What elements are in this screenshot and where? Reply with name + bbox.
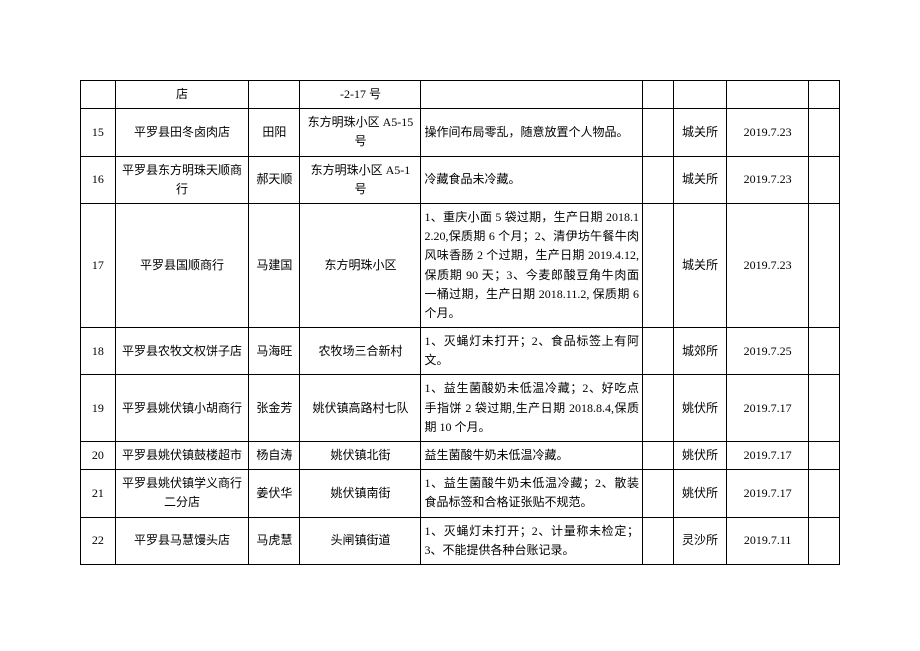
cell-date: 2019.7.11 bbox=[727, 517, 809, 564]
cell-dept: 姚伏所 bbox=[673, 375, 726, 442]
cell-date: 2019.7.17 bbox=[727, 442, 809, 470]
cell-person: 马海旺 bbox=[249, 328, 300, 375]
cell-blank bbox=[643, 203, 674, 327]
cell-person: 张金芳 bbox=[249, 375, 300, 442]
cell-person: 马建国 bbox=[249, 203, 300, 327]
cell-dept: 姚伏所 bbox=[673, 470, 726, 517]
cell-person bbox=[249, 81, 300, 109]
cell-addr: 姚伏镇高路村七队 bbox=[300, 375, 421, 442]
cell-index bbox=[81, 81, 116, 109]
cell-addr: 东方明珠小区 A5-15 号 bbox=[300, 109, 421, 156]
cell-date: 2019.7.25 bbox=[727, 328, 809, 375]
cell-issue: 冷藏食品未冷藏。 bbox=[421, 156, 643, 203]
table-row: 22 平罗县马慧馒头店 马虎慧 头闸镇街道 1、灭蝇灯未打开；2、计量称未检定；… bbox=[81, 517, 840, 564]
cell-addr: 头闸镇街道 bbox=[300, 517, 421, 564]
cell-date: 2019.7.17 bbox=[727, 470, 809, 517]
cell-tail bbox=[809, 156, 840, 203]
cell-person: 田阳 bbox=[249, 109, 300, 156]
table-row: 17 平罗县国顺商行 马建国 东方明珠小区 1、重庆小面 5 袋过期，生产日期 … bbox=[81, 203, 840, 327]
cell-person: 郝天顺 bbox=[249, 156, 300, 203]
cell-index: 15 bbox=[81, 109, 116, 156]
cell-addr: -2-17 号 bbox=[300, 81, 421, 109]
cell-blank bbox=[643, 81, 674, 109]
cell-issue: 1、益生菌酸奶未低温冷藏；2、好吃点手指饼 2 袋过期,生产日期 2018.8.… bbox=[421, 375, 643, 442]
cell-name: 平罗县姚伏镇鼓楼超市 bbox=[115, 442, 248, 470]
cell-dept: 姚伏所 bbox=[673, 442, 726, 470]
cell-blank bbox=[643, 109, 674, 156]
cell-index: 18 bbox=[81, 328, 116, 375]
cell-name: 平罗县马慧馒头店 bbox=[115, 517, 248, 564]
cell-addr: 姚伏镇北街 bbox=[300, 442, 421, 470]
cell-tail bbox=[809, 517, 840, 564]
cell-tail bbox=[809, 375, 840, 442]
cell-date: 2019.7.23 bbox=[727, 109, 809, 156]
cell-addr: 东方明珠小区 bbox=[300, 203, 421, 327]
cell-issue: 操作间布局零乱，随意放置个人物品。 bbox=[421, 109, 643, 156]
cell-name: 店 bbox=[115, 81, 248, 109]
cell-index: 17 bbox=[81, 203, 116, 327]
cell-tail bbox=[809, 470, 840, 517]
cell-blank bbox=[643, 470, 674, 517]
document-page: 店 -2-17 号 15 平罗县田冬卤肉店 田阳 东方明珠小区 A5-15 号 … bbox=[0, 0, 920, 565]
cell-issue: 1、灭蝇灯未打开；2、食品标签上有阿文。 bbox=[421, 328, 643, 375]
cell-tail bbox=[809, 203, 840, 327]
cell-issue: 1、重庆小面 5 袋过期，生产日期 2018.12.20,保质期 6 个月；2、… bbox=[421, 203, 643, 327]
cell-name: 平罗县姚伏镇小胡商行 bbox=[115, 375, 248, 442]
cell-dept bbox=[673, 81, 726, 109]
table-row: 15 平罗县田冬卤肉店 田阳 东方明珠小区 A5-15 号 操作间布局零乱，随意… bbox=[81, 109, 840, 156]
table-row: 20 平罗县姚伏镇鼓楼超市 杨自涛 姚伏镇北街 益生菌酸牛奶未低温冷藏。 姚伏所… bbox=[81, 442, 840, 470]
cell-issue: 1、灭蝇灯未打开；2、计量称未检定；3、不能提供各种台账记录。 bbox=[421, 517, 643, 564]
cell-index: 19 bbox=[81, 375, 116, 442]
cell-issue bbox=[421, 81, 643, 109]
cell-person: 杨自涛 bbox=[249, 442, 300, 470]
cell-issue: 益生菌酸牛奶未低温冷藏。 bbox=[421, 442, 643, 470]
cell-blank bbox=[643, 156, 674, 203]
cell-blank bbox=[643, 517, 674, 564]
table-row: 19 平罗县姚伏镇小胡商行 张金芳 姚伏镇高路村七队 1、益生菌酸奶未低温冷藏；… bbox=[81, 375, 840, 442]
cell-tail bbox=[809, 442, 840, 470]
cell-date: 2019.7.23 bbox=[727, 203, 809, 327]
cell-index: 22 bbox=[81, 517, 116, 564]
cell-addr: 东方明珠小区 A5-1 号 bbox=[300, 156, 421, 203]
cell-index: 21 bbox=[81, 470, 116, 517]
cell-date bbox=[727, 81, 809, 109]
table-row: 18 平罗县农牧文权饼子店 马海旺 农牧场三合新村 1、灭蝇灯未打开；2、食品标… bbox=[81, 328, 840, 375]
cell-person: 马虎慧 bbox=[249, 517, 300, 564]
cell-blank bbox=[643, 328, 674, 375]
cell-name: 平罗县田冬卤肉店 bbox=[115, 109, 248, 156]
cell-name: 平罗县农牧文权饼子店 bbox=[115, 328, 248, 375]
cell-date: 2019.7.17 bbox=[727, 375, 809, 442]
cell-date: 2019.7.23 bbox=[727, 156, 809, 203]
cell-tail bbox=[809, 81, 840, 109]
cell-addr: 姚伏镇南街 bbox=[300, 470, 421, 517]
cell-issue: 1、益生菌酸牛奶未低温冷藏；2、散装食品标签和合格证张贴不规范。 bbox=[421, 470, 643, 517]
cell-dept: 城关所 bbox=[673, 109, 726, 156]
cell-blank bbox=[643, 375, 674, 442]
cell-blank bbox=[643, 442, 674, 470]
table-row: 16 平罗县东方明珠天顺商行 郝天顺 东方明珠小区 A5-1 号 冷藏食品未冷藏… bbox=[81, 156, 840, 203]
cell-addr: 农牧场三合新村 bbox=[300, 328, 421, 375]
cell-index: 20 bbox=[81, 442, 116, 470]
cell-name: 平罗县国顺商行 bbox=[115, 203, 248, 327]
cell-name: 平罗县东方明珠天顺商行 bbox=[115, 156, 248, 203]
table-row: 店 -2-17 号 bbox=[81, 81, 840, 109]
cell-tail bbox=[809, 109, 840, 156]
table-row: 21 平罗县姚伏镇学义商行二分店 姜伏华 姚伏镇南街 1、益生菌酸牛奶未低温冷藏… bbox=[81, 470, 840, 517]
cell-index: 16 bbox=[81, 156, 116, 203]
cell-person: 姜伏华 bbox=[249, 470, 300, 517]
cell-tail bbox=[809, 328, 840, 375]
cell-dept: 灵沙所 bbox=[673, 517, 726, 564]
inspection-table: 店 -2-17 号 15 平罗县田冬卤肉店 田阳 东方明珠小区 A5-15 号 … bbox=[80, 80, 840, 565]
cell-dept: 城郊所 bbox=[673, 328, 726, 375]
cell-name: 平罗县姚伏镇学义商行二分店 bbox=[115, 470, 248, 517]
cell-dept: 城关所 bbox=[673, 156, 726, 203]
cell-dept: 城关所 bbox=[673, 203, 726, 327]
